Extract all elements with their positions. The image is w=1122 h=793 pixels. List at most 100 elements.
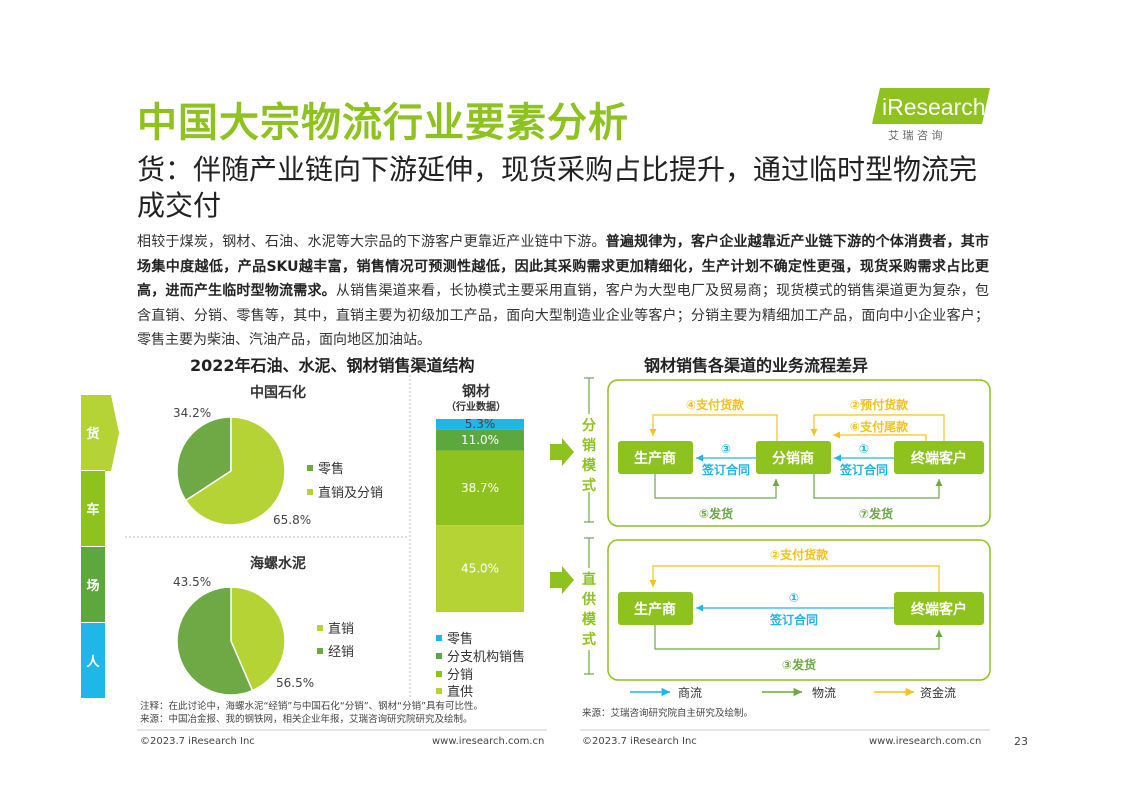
dist-node-producer-label: 生产商 [634, 450, 676, 467]
dist-arrow-icon [550, 438, 574, 466]
legend-swatch [436, 687, 442, 694]
bar-legend-retail: 零售 [436, 628, 473, 647]
bar-segment-label-4: 45.0% [461, 562, 499, 576]
pie2-label-dealer: 56.5% [276, 676, 315, 690]
pie1-slice-2 [184, 416, 286, 526]
legend-label: 直供 [447, 685, 474, 700]
legend-label: 零售 [318, 462, 345, 477]
logo-subtext: 艾 瑞 咨 询 [888, 128, 943, 142]
direct-node-producer-label: 生产商 [634, 601, 676, 618]
pie2-legend-direct: 直销 [317, 618, 354, 637]
legend-label: 零售 [447, 632, 474, 647]
legend-label: 经销 [328, 645, 355, 660]
legend-swatch [307, 464, 313, 471]
pie2-legend-dealer: 经销 [317, 641, 354, 660]
side-nav: 货 车 场 人 [81, 395, 105, 699]
dist-pay1-label: ④支付货款 [686, 397, 745, 412]
legend-label: 分销 [447, 668, 474, 683]
dist-bracket-gap [582, 414, 596, 492]
legend-swatch [317, 624, 323, 631]
bar-segment-label-2: 11.0% [461, 433, 499, 447]
direct-pay-label: ②支付货款 [770, 547, 829, 562]
footer-divider-right [580, 729, 990, 731]
pie2-title: 海螺水泥 [250, 556, 306, 572]
footer-url-left[interactable]: www.iresearch.com.cn [432, 736, 545, 747]
direct-node-producer [618, 592, 693, 625]
page-number: 23 [1014, 735, 1028, 748]
bar-segment-label-1: 5.3% [465, 419, 496, 431]
pie2-slice-2 [176, 586, 254, 696]
direct-ship-label: ③发货 [782, 657, 816, 672]
legend-swatch [436, 670, 442, 677]
pie1-label-retail: 34.2% [173, 406, 212, 420]
bar-legend-branch: 分支机构销售 [436, 646, 525, 665]
channel-structure-title: 2022年石油、水泥、钢材销售渠道结构 [190, 356, 475, 375]
side-nav-item-goods[interactable]: 货 [81, 395, 105, 470]
side-nav-item-vehicle[interactable]: 车 [81, 471, 105, 546]
legend-swatch [436, 652, 442, 659]
direct-bracket-gap [582, 568, 596, 650]
dist-node-distributor [756, 441, 831, 474]
side-nav-item-people[interactable]: 人 [81, 623, 105, 698]
page-title: 中国大宗物流行业要素分析 [137, 100, 629, 146]
legend-logistics-label: 物流 [812, 686, 836, 700]
footer-divider-left [137, 729, 547, 731]
steel-stacked-bar: 5.3% 11.0% 38.7% 45.0% [436, 419, 524, 612]
note-left-2: 来源：中国冶金报、我的钢铁网，相关企业年报，艾瑞咨询研究院研究及绘制。 [140, 714, 473, 725]
bar-title: 钢材 [462, 384, 490, 400]
pie2-chart [176, 586, 286, 696]
body-paragraph: 相较于煤炭，钢材、石油、水泥等大宗品的下游客户更靠近产业链中下游。普遍规律为，客… [137, 230, 989, 353]
direct-sign-label: 签订合同 [769, 612, 818, 627]
dist-sign2-num: ① [859, 442, 869, 456]
iresearch-logo: iResearch 艾 瑞 咨 询 [870, 84, 990, 142]
legend-label: 分支机构销售 [447, 650, 526, 665]
dist-mode-label: 分销模式 [582, 418, 597, 494]
footer-copyright-right: ©2023.7 iResearch Inc [582, 736, 697, 747]
direct-arrow-icon [550, 566, 574, 594]
dist-node-distributor-label: 分销商 [772, 450, 814, 467]
bar-legend-dist: 分销 [436, 664, 473, 683]
bar-segment-3 [436, 450, 524, 526]
dist-ship2-label: ⑦发货 [859, 506, 893, 521]
legend-commerce-label: 商流 [678, 685, 702, 700]
note-right: 来源：艾瑞咨询研究院自主研究及绘制。 [582, 708, 754, 719]
dist-ship-arrow-1 [654, 474, 780, 499]
direct-flow-box [607, 539, 991, 681]
pie1-legend-direct: 直销及分销 [307, 482, 383, 501]
direct-money-arrow [649, 565, 940, 592]
footer-url-right[interactable]: www.iresearch.com.cn [869, 736, 982, 747]
body-text-lead: 相较于煤炭，钢材、石油、水泥等大宗品的下游客户更靠近产业链中下游。 [137, 234, 606, 250]
direct-node-customer-label: 终端客户 [911, 601, 967, 618]
dist-money-arrow-3 [833, 431, 927, 441]
dist-sign1-num: ③ [721, 442, 731, 456]
body-text-tail: 从销售渠道来看，长协模式主要采用直销，客户为大型电厂及贸易商；现货模式的销售渠道… [137, 283, 990, 348]
dist-ship-arrow-2 [813, 474, 943, 499]
dist-node-producer [618, 441, 693, 474]
note-left-1: 注释：在此讨论中，海螺水泥“经销”与中国石化“分销”、钢材“分销”具有可比性。 [140, 701, 484, 712]
pie1-label-direct: 65.8% [273, 513, 312, 527]
bar-segment-1 [436, 419, 524, 430]
legend-label: 直销 [328, 622, 355, 637]
legend-swatch [307, 488, 313, 495]
dist-money-arrow-1 [649, 414, 778, 441]
dist-node-customer-label: 终端客户 [911, 450, 967, 467]
pie2-label-direct: 43.5% [173, 575, 212, 589]
dist-pay3-label: ⑥支付尾款 [850, 419, 909, 434]
logo-text: iResearch [882, 94, 986, 120]
side-nav-item-site[interactable]: 场 [81, 547, 105, 622]
legend-label: 直销及分销 [318, 486, 384, 501]
direct-node-customer [894, 592, 984, 625]
pie2-slice-1 [230, 586, 286, 692]
direct-mode-label: 直供模式 [581, 571, 597, 648]
direct-ship-arrow [654, 625, 943, 650]
pie1-title: 中国石化 [250, 385, 306, 401]
legend-swatch [436, 634, 442, 641]
bar-segment-4 [436, 525, 524, 612]
body-text-bold: 普遍规律为，客户企业越靠近产业链下游的个体消费者，其市场集中度越低，产品SKU越… [137, 234, 990, 299]
page-subtitle: 货：伴随产业链向下游延伸，现货采购占比提升，通过临时型物流完成交付 [137, 153, 978, 222]
legend-swatch [317, 647, 323, 654]
bar-subtitle: （行业数据） [446, 402, 506, 413]
side-nav-active-arrow [105, 395, 119, 471]
pie1-chart [176, 416, 286, 526]
flow-diagram: 分销模式 生产商 分销商 终端客户 ④支付货款 ②预付货款 ⑥支付尾款 ③ 签订… [550, 377, 991, 700]
